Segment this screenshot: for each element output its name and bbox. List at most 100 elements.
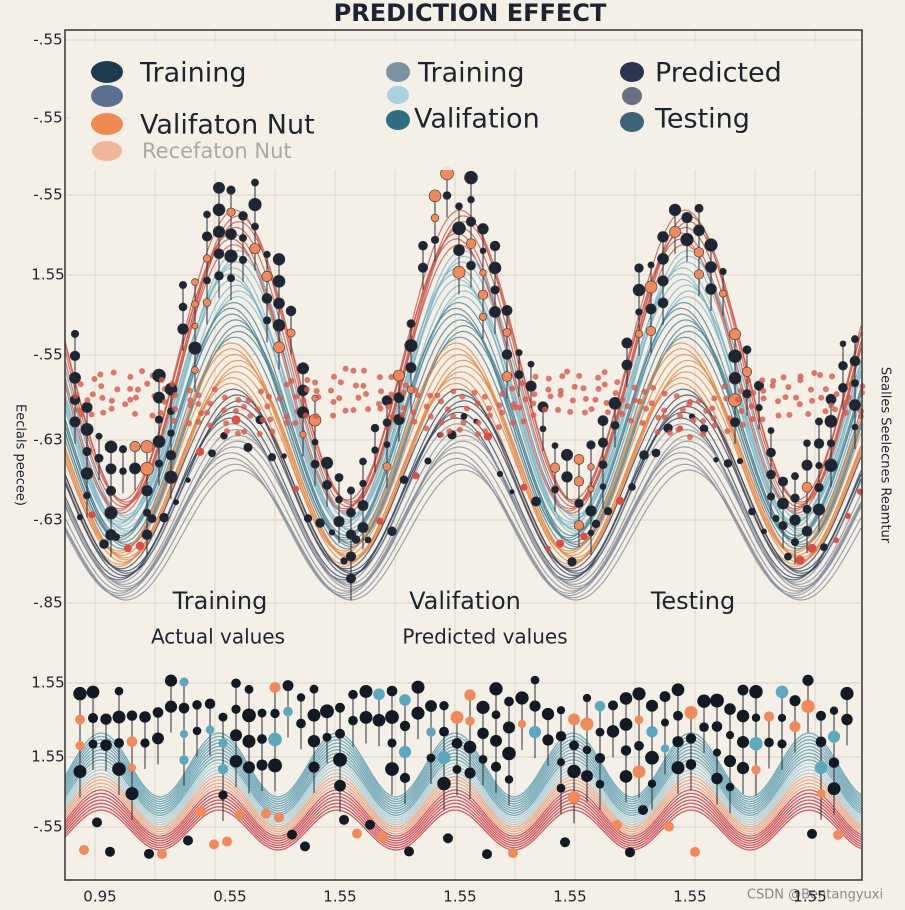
- dot: [218, 738, 228, 748]
- dot: [843, 399, 850, 406]
- legend-marker: [386, 62, 410, 82]
- dot: [777, 476, 789, 487]
- dot: [541, 707, 555, 721]
- dot: [690, 417, 697, 424]
- dot: [693, 224, 705, 237]
- dot: [335, 702, 345, 713]
- dot: [147, 514, 157, 524]
- dot: [501, 371, 513, 382]
- dot: [386, 685, 398, 697]
- dot: [625, 847, 635, 858]
- dot: [221, 394, 228, 401]
- dot: [231, 704, 241, 714]
- dot: [477, 223, 489, 235]
- dot: [719, 289, 727, 298]
- dot: [213, 248, 225, 260]
- dot: [272, 319, 286, 332]
- legend-label: Testing: [654, 104, 750, 135]
- dot: [815, 736, 827, 748]
- dot: [703, 407, 710, 414]
- dot: [258, 388, 265, 395]
- dot: [348, 689, 358, 700]
- dot: [192, 700, 202, 710]
- dot: [705, 261, 717, 273]
- dot: [244, 684, 254, 694]
- legend-label: Valifation: [414, 104, 540, 135]
- dot: [777, 497, 789, 510]
- dot: [471, 389, 478, 396]
- dot: [334, 779, 346, 792]
- wave: [64, 319, 862, 543]
- dot: [786, 411, 793, 418]
- dot: [365, 819, 375, 830]
- dot: [406, 319, 416, 328]
- x-tick-label: 0.55: [213, 888, 246, 906]
- dot: [229, 754, 243, 768]
- dot: [333, 515, 345, 528]
- panel-label: Actual values: [151, 625, 285, 649]
- dot: [483, 432, 493, 441]
- dot: [256, 759, 268, 771]
- dot: [850, 379, 860, 388]
- dot: [142, 508, 152, 517]
- dot: [504, 775, 514, 784]
- wave: [64, 802, 862, 847]
- dot: [661, 407, 668, 414]
- dot: [621, 359, 633, 371]
- dot: [610, 420, 620, 430]
- dot: [195, 400, 202, 407]
- dot: [288, 378, 295, 385]
- dot: [300, 841, 310, 852]
- dot: [482, 428, 489, 435]
- dot: [388, 391, 395, 398]
- dot: [404, 846, 414, 857]
- dot: [82, 446, 92, 457]
- dot: [172, 405, 179, 412]
- dot: [439, 726, 449, 737]
- dot: [785, 384, 792, 391]
- dot: [86, 685, 100, 699]
- wave: [64, 775, 862, 828]
- dot: [204, 409, 211, 416]
- wave: [64, 782, 862, 833]
- dot: [486, 412, 493, 419]
- dot: [418, 240, 428, 251]
- dot: [501, 349, 513, 360]
- dot: [519, 380, 526, 387]
- dot: [268, 758, 282, 773]
- dot: [112, 710, 126, 724]
- dot: [814, 417, 824, 426]
- dot: [475, 419, 482, 426]
- dot: [619, 410, 626, 417]
- dot: [838, 382, 848, 393]
- dot: [242, 708, 256, 723]
- dot: [296, 693, 306, 702]
- dot: [750, 389, 757, 396]
- dot: [631, 397, 638, 404]
- dot: [672, 736, 684, 748]
- dot: [515, 691, 529, 705]
- dot: [619, 396, 626, 403]
- dot: [478, 312, 488, 321]
- wave: [64, 809, 862, 851]
- dot: [555, 730, 567, 742]
- dot: [828, 757, 840, 768]
- dot: [793, 394, 800, 401]
- dot: [753, 380, 765, 391]
- dot: [105, 463, 117, 475]
- dot: [114, 738, 124, 749]
- dot: [267, 416, 274, 423]
- dot: [777, 713, 787, 722]
- dot: [335, 495, 343, 504]
- dot: [312, 379, 319, 386]
- dot: [508, 848, 518, 859]
- dot: [152, 732, 164, 745]
- dot: [196, 806, 206, 817]
- dot: [141, 529, 153, 540]
- dot: [736, 458, 744, 465]
- dot: [81, 401, 93, 413]
- x-tick-label: 1.55: [793, 888, 826, 906]
- dot: [504, 696, 514, 707]
- dot: [645, 699, 659, 712]
- dot: [330, 373, 337, 380]
